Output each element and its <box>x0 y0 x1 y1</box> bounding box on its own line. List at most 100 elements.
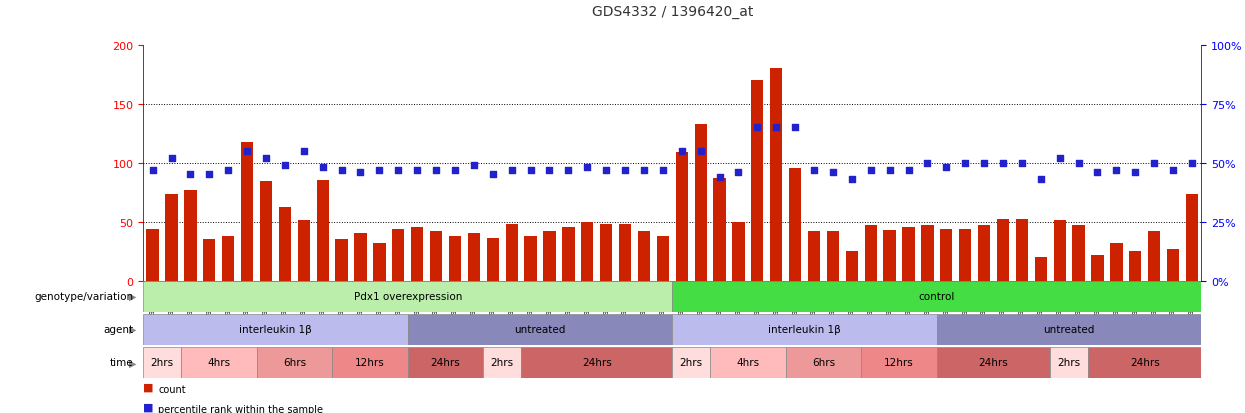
Text: time: time <box>110 357 133 368</box>
Text: interleukin 1β: interleukin 1β <box>768 324 840 335</box>
Bar <box>619 224 631 281</box>
Text: untreated: untreated <box>514 324 565 335</box>
Text: genotype/variation: genotype/variation <box>34 291 133 301</box>
Bar <box>672 281 1201 312</box>
Point <box>370 167 390 173</box>
Point <box>444 167 464 173</box>
Bar <box>864 225 876 281</box>
Bar <box>959 229 971 281</box>
Text: count: count <box>158 384 186 394</box>
Bar <box>408 347 483 378</box>
Bar <box>563 228 574 281</box>
Bar <box>316 181 329 281</box>
Text: control: control <box>919 291 955 301</box>
Bar <box>374 243 386 281</box>
Bar <box>1088 347 1201 378</box>
Text: 2hrs: 2hrs <box>151 357 173 368</box>
Bar <box>1185 195 1198 281</box>
Point <box>181 172 200 178</box>
Text: ▶: ▶ <box>129 357 137 368</box>
Text: ■: ■ <box>143 382 153 392</box>
Bar <box>695 124 707 281</box>
Bar <box>335 240 347 281</box>
Point <box>615 167 635 173</box>
Bar <box>936 347 1051 378</box>
Point <box>766 125 786 131</box>
Point <box>218 167 238 173</box>
Bar <box>600 224 613 281</box>
Point <box>710 174 730 180</box>
Bar <box>656 236 669 281</box>
Bar <box>845 252 858 281</box>
Text: 4hrs: 4hrs <box>736 357 759 368</box>
Bar <box>936 314 1201 345</box>
Point <box>464 162 484 169</box>
Bar <box>581 222 594 281</box>
Bar <box>786 347 862 378</box>
Bar <box>808 231 820 281</box>
Bar <box>522 347 672 378</box>
Text: ■: ■ <box>143 402 153 412</box>
Point <box>1050 155 1069 162</box>
Bar <box>1129 252 1142 281</box>
Text: GDS4332 / 1396420_at: GDS4332 / 1396420_at <box>591 5 753 19</box>
Bar <box>222 236 234 281</box>
Text: 2hrs: 2hrs <box>1057 357 1081 368</box>
Bar <box>921 225 934 281</box>
Text: 6hrs: 6hrs <box>283 357 306 368</box>
Point <box>747 125 767 131</box>
Point <box>162 155 182 162</box>
Bar <box>260 182 273 281</box>
Bar <box>997 220 1010 281</box>
Point <box>786 125 806 131</box>
Bar <box>676 152 688 281</box>
Bar <box>483 347 522 378</box>
Point <box>974 160 994 166</box>
Bar <box>143 281 672 312</box>
Bar <box>1072 225 1084 281</box>
Bar <box>184 190 197 281</box>
Point <box>1012 160 1032 166</box>
Bar <box>1092 255 1103 281</box>
Bar <box>298 221 310 281</box>
Point <box>1125 169 1145 176</box>
Bar <box>827 231 839 281</box>
Point <box>1182 160 1201 166</box>
Point <box>143 167 163 173</box>
Point <box>1163 167 1183 173</box>
Bar <box>449 236 461 281</box>
Point <box>483 172 503 178</box>
Bar <box>1167 249 1179 281</box>
Text: 4hrs: 4hrs <box>207 357 230 368</box>
Bar <box>332 347 408 378</box>
Text: 12hrs: 12hrs <box>884 357 914 368</box>
Point <box>936 164 956 171</box>
Point <box>994 160 1013 166</box>
Bar <box>862 347 936 378</box>
Point <box>312 164 332 171</box>
Point <box>1144 160 1164 166</box>
Point <box>502 167 522 173</box>
Point <box>331 167 351 173</box>
Text: 2hrs: 2hrs <box>491 357 514 368</box>
Point <box>823 169 843 176</box>
Text: 24hrs: 24hrs <box>1130 357 1159 368</box>
Point <box>899 167 919 173</box>
Bar <box>672 314 936 345</box>
Bar <box>903 228 915 281</box>
Bar <box>147 229 159 281</box>
Bar <box>242 143 253 281</box>
Point <box>539 167 559 173</box>
Bar <box>143 347 181 378</box>
Point <box>634 167 654 173</box>
Bar <box>411 228 423 281</box>
Bar <box>408 314 672 345</box>
Text: 24hrs: 24hrs <box>431 357 461 368</box>
Point <box>407 167 427 173</box>
Point <box>237 148 256 154</box>
Point <box>728 169 748 176</box>
Bar <box>1051 347 1088 378</box>
Bar <box>430 231 442 281</box>
Text: ▶: ▶ <box>129 291 137 301</box>
Text: ▶: ▶ <box>129 324 137 335</box>
